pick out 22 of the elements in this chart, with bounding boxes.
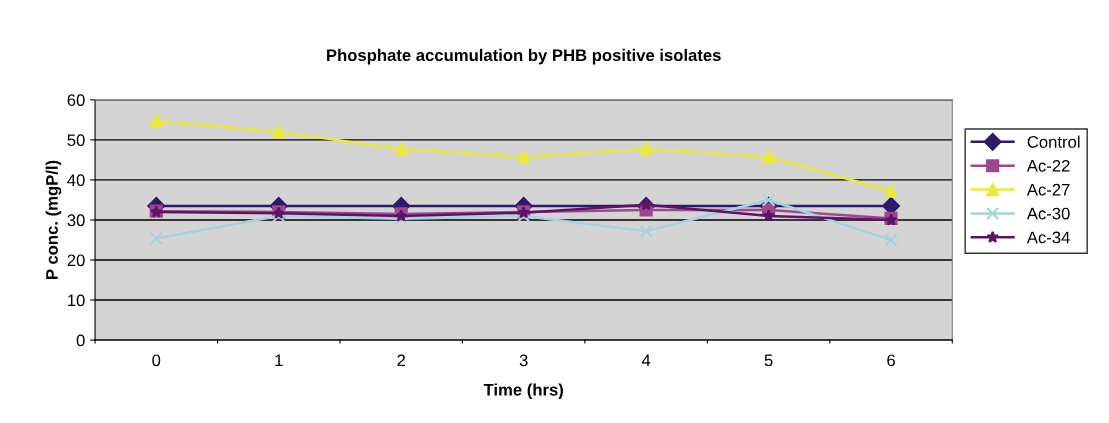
y-tick-label: 10 <box>68 294 85 307</box>
x-axis-title: Time (hrs) <box>483 383 563 399</box>
x-tick-label: 4 <box>641 354 651 367</box>
y-tick-label: 30 <box>67 214 85 227</box>
y-tick-label: 40 <box>67 174 85 187</box>
legend-label: Ac-30 <box>1026 207 1070 220</box>
chart-title: Phosphate accumulation by PHB positive isolates <box>327 48 721 65</box>
y-tick-label: 60 <box>67 94 85 107</box>
x-tick-label: 1 <box>275 354 283 367</box>
y-tick-label: 50 <box>67 134 85 147</box>
x-tick-label: 0 <box>152 354 161 367</box>
y-axis-title: P conc. (mgP/l) <box>45 160 62 279</box>
y-tick-label: 20 <box>67 254 85 267</box>
x-tick-label: 3 <box>519 354 528 367</box>
y-tick-label: 0 <box>76 334 85 347</box>
legend-label: Ac-22 <box>1026 159 1070 172</box>
x-tick-label: 5 <box>764 354 773 367</box>
legend-label: Ac-34 <box>1026 231 1070 244</box>
x-tick-label: 6 <box>887 354 895 367</box>
x-tick-label: 2 <box>397 354 405 367</box>
legend-label: Ac-27 <box>1026 183 1070 196</box>
legend-label: Control <box>1027 135 1080 148</box>
